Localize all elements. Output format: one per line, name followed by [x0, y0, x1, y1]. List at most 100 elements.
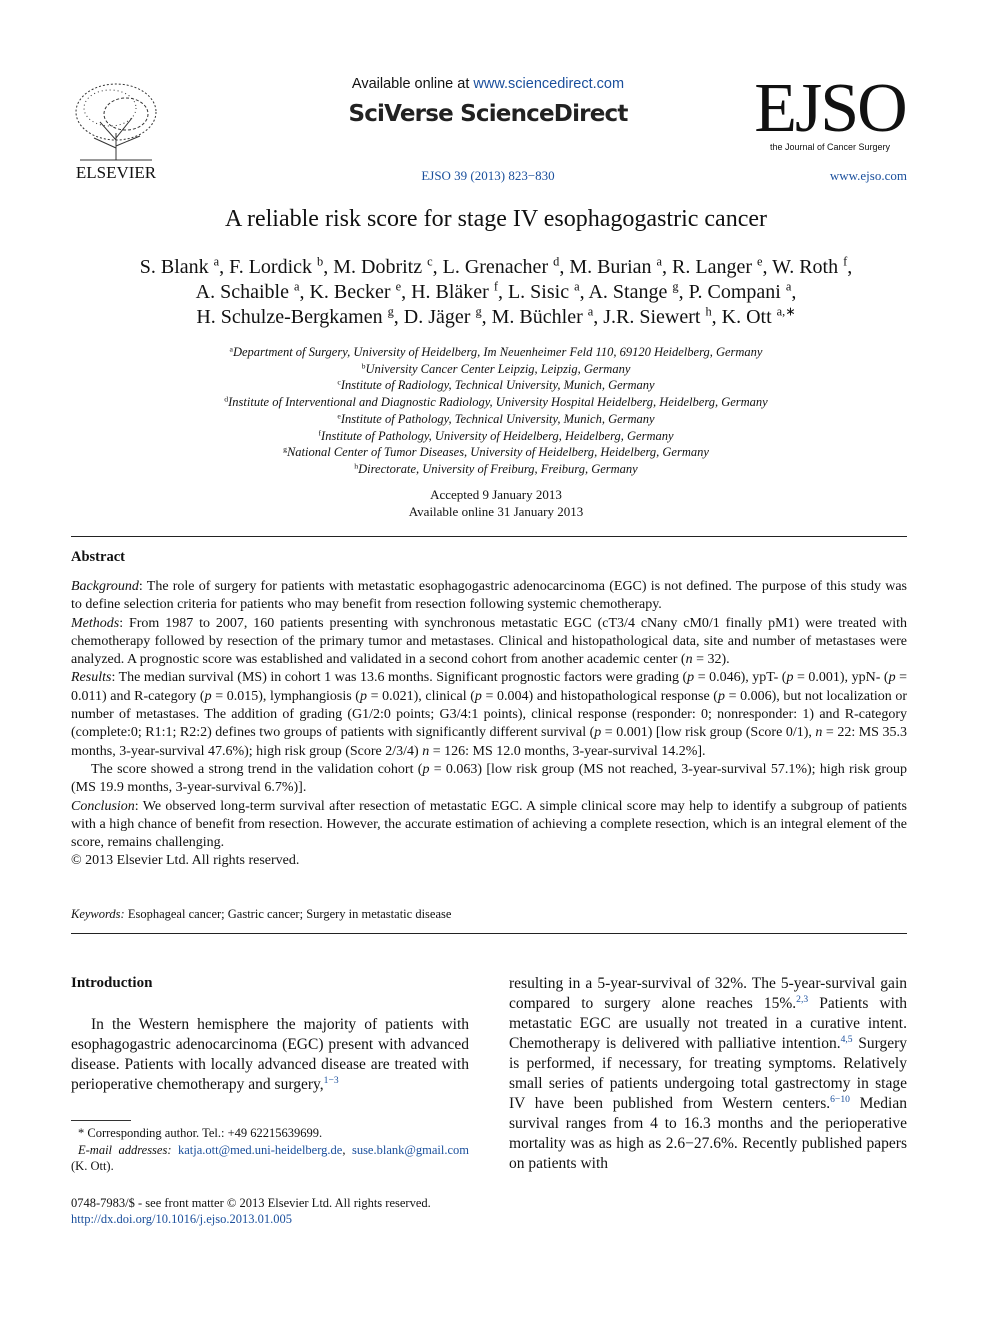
- affiliation-text: Institute of Interventional and Diagnost…: [228, 395, 768, 410]
- abstract-paragraph: Background: The role of surgery for pati…: [71, 578, 907, 615]
- text: n: [422, 743, 430, 759]
- publisher: ELSEVIER: [76, 163, 157, 182]
- footnote-rule: [71, 1120, 131, 1121]
- keywords: Keywords: Esophageal cancer; Gastric can…: [71, 907, 451, 922]
- text: n: [685, 652, 693, 668]
- text: p: [422, 761, 430, 777]
- footnote: * Corresponding author. Tel.: +49 622156…: [78, 1126, 323, 1140]
- citation-ref[interactable]: 2,3: [796, 994, 809, 1006]
- date: Accepted 9 January 2013: [430, 487, 562, 502]
- text: Methods: [71, 615, 120, 631]
- text: , A. Stange: [579, 281, 673, 303]
- text: , L. Sisic: [497, 281, 575, 303]
- text: = 0.006), but not localization or number…: [71, 688, 908, 741]
- text: e: [757, 254, 763, 269]
- website[interactable]: www.ejso.com: [829, 168, 907, 183]
- text: n: [815, 725, 823, 741]
- affiliation: fInstitute of Pathology, University of H…: [0, 428, 992, 445]
- affiliations: aDepartment of Surgery, University of He…: [0, 344, 992, 478]
- text: ,: [847, 256, 853, 278]
- rule: [71, 933, 907, 934]
- text: = 0.021), clinical (: [366, 688, 475, 704]
- text: p: [888, 670, 896, 686]
- text: H. Schulze-Bergkamen: [196, 306, 388, 328]
- text: g: [475, 304, 482, 319]
- text: g: [672, 279, 679, 294]
- affiliation: aDepartment of Surgery, University of He…: [0, 344, 992, 361]
- article-title: A reliable risk score for stage IV esoph…: [224, 206, 767, 232]
- affiliation-text: Institute of Pathology, Technical Univer…: [340, 411, 655, 426]
- text: : From 1987 to 2007, 160 patients presen…: [71, 615, 907, 668]
- text: d: [553, 254, 560, 269]
- text: Median survival ranges from 4 to 16.3 mo…: [509, 1095, 907, 1172]
- date: Available online 31 January 2013: [408, 504, 584, 519]
- text: p: [594, 725, 602, 741]
- text: , L. Grenacher: [432, 256, 554, 278]
- issn: 0748-7983/$ - see front matter © 2013 El…: [71, 1196, 431, 1210]
- text: A. Schaible: [195, 281, 294, 303]
- affiliation-mark: b: [361, 361, 366, 371]
- text: = 0.015), lymphangiosis (: [211, 688, 360, 704]
- available-online: Available online at www.sciencedirect.co…: [300, 76, 676, 92]
- text: b: [317, 254, 324, 269]
- affiliation: bUniversity Cancer Center Leipzig, Leipz…: [0, 361, 992, 378]
- link[interactable]: www.sciencedirect.com: [473, 76, 625, 92]
- author-line: H. Schulze-Bergkamen g, D. Jäger g, M. B…: [0, 305, 992, 330]
- text: = 0.063) [low risk group (MS not reached…: [71, 761, 907, 796]
- text: p: [474, 688, 482, 704]
- journal-name: the Journal of Cancer Surgery: [769, 142, 891, 152]
- text: a: [293, 279, 300, 294]
- text: = 0.011) and R-category (: [71, 670, 907, 704]
- affiliation: eInstitute of Pathology, Technical Unive…: [0, 411, 992, 428]
- affiliation: cInstitute of Radiology, Technical Unive…: [0, 377, 992, 394]
- text: f: [843, 254, 848, 269]
- text: , F. Lordick: [219, 256, 318, 278]
- text: a,∗: [776, 304, 796, 319]
- doi: http://dx.doi.org/10.1016/j.ejso.2013.01…: [71, 1212, 292, 1227]
- citation-ref[interactable]: 1−3: [323, 1075, 339, 1087]
- text: Esophageal cancer; Gastric cancer; Surge…: [124, 907, 452, 921]
- footnote: E-mail addresses: katja.ott@med.uni-heid…: [71, 1142, 469, 1174]
- affiliation-mark: d: [224, 394, 229, 404]
- text: = 32).: [692, 652, 730, 668]
- text: , K. Becker: [299, 281, 396, 303]
- affiliation-mark: g: [283, 444, 287, 454]
- link[interactable]: katja.ott@med.uni-heidelberg.de: [177, 1143, 343, 1157]
- link[interactable]: http://dx.doi.org/10.1016/j.ejso.2013.01…: [71, 1212, 292, 1226]
- text: = 0.001) [low risk group (Score 0/1),: [601, 725, 816, 741]
- text: In the Western hemisphere the majority o…: [71, 1016, 469, 1093]
- text: Available online at: [351, 76, 474, 92]
- affiliation-mark: f: [318, 427, 322, 437]
- text: p: [687, 670, 695, 686]
- text: f: [493, 279, 498, 294]
- citation-ref[interactable]: 4,5: [840, 1034, 853, 1046]
- text: = 0.001), ypN- (: [793, 670, 889, 686]
- text: a: [213, 254, 220, 269]
- copyright: © 2013 Elsevier Ltd. All rights reserved…: [71, 853, 300, 869]
- citation[interactable]: EJSO 39 (2013) 823−830: [421, 168, 555, 183]
- text: p: [786, 670, 794, 686]
- link[interactable]: suse.blank@gmail.com: [351, 1143, 470, 1157]
- dates: Accepted 9 January 2013 Available online …: [0, 486, 992, 520]
- text: = 0.004) and histopathological response …: [481, 688, 718, 704]
- text: e: [395, 279, 402, 294]
- text: , K. Ott: [711, 306, 777, 328]
- affiliation-text: Directorate, University of Freiburg, Fre…: [358, 461, 638, 476]
- citation-ref[interactable]: 6−10: [830, 1094, 850, 1106]
- text: , W. Roth: [762, 256, 844, 278]
- rule: [71, 536, 907, 537]
- text: , H. Bläker: [401, 281, 494, 303]
- abstract-paragraph: The score showed a strong trend in the v…: [71, 761, 907, 798]
- affiliation-mark: a: [229, 344, 233, 354]
- section-heading: Introduction: [71, 975, 153, 991]
- body-text: In the Western hemisphere the majority o…: [71, 1015, 469, 1095]
- text: : The median survival (MS) in cohort 1 w…: [111, 670, 688, 686]
- text: : The role of surgery for patients with …: [71, 579, 907, 613]
- text: = 0.046), ypT- (: [694, 670, 787, 686]
- affiliation-text: Institute of Radiology, Technical Univer…: [340, 378, 655, 393]
- text: , R. Langer: [662, 256, 758, 278]
- affiliation-text: Institute of Pathology, University of He…: [321, 428, 674, 443]
- author-line: A. Schaible a, K. Becker e, H. Bläker f,…: [0, 280, 992, 305]
- text: = 22: MS 35.3 months, 3-year-survival 47…: [71, 725, 907, 759]
